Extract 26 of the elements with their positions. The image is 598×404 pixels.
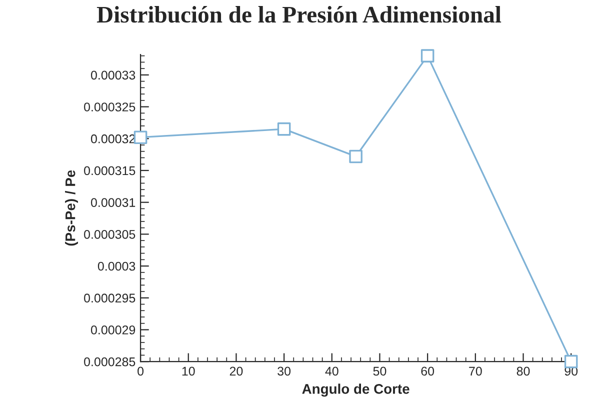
x-tick-label: 30 — [278, 366, 291, 376]
y-tick-label: 0.000295 — [84, 294, 136, 303]
y-tick-label: 0.000315 — [84, 166, 136, 176]
y-tick-label: 0.00032 — [90, 134, 136, 144]
y-tick-label: 0.000325 — [84, 102, 136, 112]
point — [277, 122, 291, 136]
y-axis-title: (Ps-Pe) / Pe — [65, 170, 78, 246]
chart-title: Distribución de la Presión Adimensional — [96, 6, 502, 23]
point — [349, 150, 362, 164]
x-tick-label: 60 — [421, 366, 434, 376]
x-tick-label: 80 — [516, 366, 530, 376]
y-tick-label: 0.00033 — [90, 70, 136, 80]
y-tick-label: 0.000285 — [84, 357, 136, 366]
point — [420, 49, 434, 62]
point — [134, 130, 148, 144]
x-tick-label: 20 — [230, 366, 243, 376]
y-tick-label: 0.00031 — [90, 198, 136, 207]
x-tick-label: 10 — [182, 366, 195, 376]
x-tick-label: 70 — [469, 366, 482, 376]
y-tick-label: 0.00029 — [90, 326, 136, 334]
x-tick-label: 0 — [138, 366, 144, 376]
x-tick-label: 50 — [373, 366, 386, 376]
x-tick-label: 40 — [325, 366, 338, 376]
y-tick-label: 0.0003 — [98, 262, 136, 271]
x-axis-title: Angulo de Corte — [302, 384, 410, 397]
y-tick-label: 0.000305 — [84, 230, 136, 239]
